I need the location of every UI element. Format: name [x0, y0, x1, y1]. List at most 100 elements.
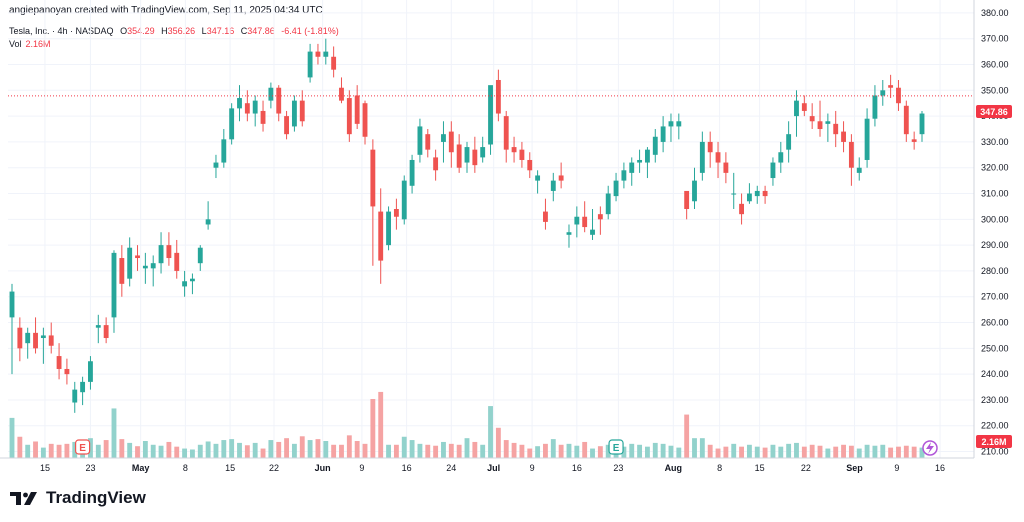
volume-bar — [833, 446, 839, 458]
candle-body — [354, 95, 360, 124]
candle-body — [417, 126, 423, 155]
candle-body — [911, 139, 917, 142]
volume-bar — [597, 446, 603, 458]
volume-bar — [527, 448, 533, 458]
candle-body — [433, 157, 439, 171]
candle — [307, 43, 313, 83]
candle — [119, 245, 125, 297]
candle-body — [527, 159, 533, 171]
candle — [237, 85, 242, 122]
candle — [629, 157, 635, 186]
time-tick-label: Aug — [665, 463, 683, 473]
brand-footer[interactable]: TradingView — [10, 488, 146, 508]
candle-body — [150, 263, 156, 269]
candle — [660, 116, 666, 153]
time-tick-label: 15 — [225, 463, 235, 473]
candle-body — [723, 162, 729, 173]
candle — [135, 245, 140, 271]
volume-bar — [856, 448, 862, 458]
candle-body — [25, 332, 31, 344]
price-axis[interactable]: 210.00 220.00 230.00 240.00 250.00 260.00 270.… — [981, 8, 1009, 457]
symbol-title[interactable]: Tesla, Inc. · 4h · NASDAQ — [9, 26, 114, 36]
candle-body — [503, 116, 509, 150]
time-tick-label: 16 — [572, 463, 582, 473]
time-tick-label: 22 — [801, 463, 811, 473]
candle-body — [472, 149, 478, 166]
candle — [864, 108, 870, 168]
candle — [315, 43, 321, 65]
price-tick-label: 260.00 — [981, 318, 1009, 328]
candle — [417, 118, 423, 163]
candle — [558, 162, 564, 189]
candle-body — [9, 291, 15, 318]
candle — [25, 327, 31, 359]
candle — [346, 90, 352, 142]
volume-bar — [48, 443, 54, 458]
candle — [566, 224, 572, 248]
volume-bar — [848, 445, 854, 458]
candle — [331, 46, 337, 78]
candle — [72, 381, 78, 413]
candle-body — [80, 381, 86, 393]
candle — [323, 38, 329, 65]
candle-body — [315, 51, 321, 57]
volume-legend: Vol 2.16M — [9, 39, 51, 49]
volume-bar — [17, 436, 23, 458]
candle-body — [48, 335, 54, 346]
volume-bar — [244, 445, 250, 458]
candle-body — [676, 121, 682, 127]
volume-bar — [590, 448, 595, 458]
candle-body — [409, 159, 415, 186]
volume-bar — [574, 445, 580, 458]
open-label: O — [120, 26, 128, 36]
candle-body — [64, 368, 70, 375]
time-axis[interactable]: 15 23 May 8 15 22 Jun 9 16 24 Jul 9 16 23 Aug 8 15 22 Sep 9… — [40, 463, 945, 473]
low-value: 347.16 — [206, 26, 235, 36]
time-tick-label: 9 — [359, 463, 364, 473]
volume-bar — [354, 441, 360, 458]
volume-bar — [739, 446, 745, 458]
time-tick-label: 15 — [755, 463, 765, 473]
candle — [519, 141, 525, 168]
time-tick-label: Jul — [487, 463, 500, 473]
candle — [668, 113, 674, 142]
candle — [896, 79, 901, 111]
price-tick-label: 360.00 — [981, 60, 1009, 70]
candle — [911, 131, 917, 150]
candle-body — [174, 252, 180, 271]
lightning-icon[interactable] — [922, 440, 938, 456]
volume-bar — [25, 444, 31, 458]
candle — [723, 152, 729, 184]
candle-body — [448, 131, 454, 153]
candle — [762, 185, 768, 204]
volume-label[interactable]: Vol — [9, 39, 22, 49]
volume-bar — [166, 441, 172, 458]
brand-name: TradingView — [46, 488, 146, 507]
candle-body — [629, 162, 635, 173]
candle-body — [244, 103, 250, 114]
candle-body — [291, 100, 297, 127]
volume-bar — [503, 440, 509, 458]
volume-bar — [441, 441, 446, 458]
earnings-marker[interactable]: E — [608, 439, 624, 455]
candle — [715, 141, 721, 179]
earnings-marker-label: E — [613, 443, 620, 454]
candle — [80, 376, 86, 406]
candle-body — [519, 149, 525, 160]
candle-body — [425, 134, 431, 150]
time-tick-label: 8 — [717, 463, 722, 473]
time-tick-label: Jun — [315, 463, 331, 473]
candle — [127, 237, 133, 287]
candle — [613, 172, 619, 202]
candle-body — [229, 108, 235, 140]
candle — [142, 252, 148, 284]
candle — [731, 172, 737, 210]
candle-body — [88, 361, 93, 382]
candle — [370, 139, 376, 266]
candle-body — [888, 85, 894, 88]
candle-body — [456, 144, 462, 168]
last-volume-tag: 2.16M — [976, 435, 1012, 448]
earnings-marker[interactable]: E — [75, 439, 91, 455]
